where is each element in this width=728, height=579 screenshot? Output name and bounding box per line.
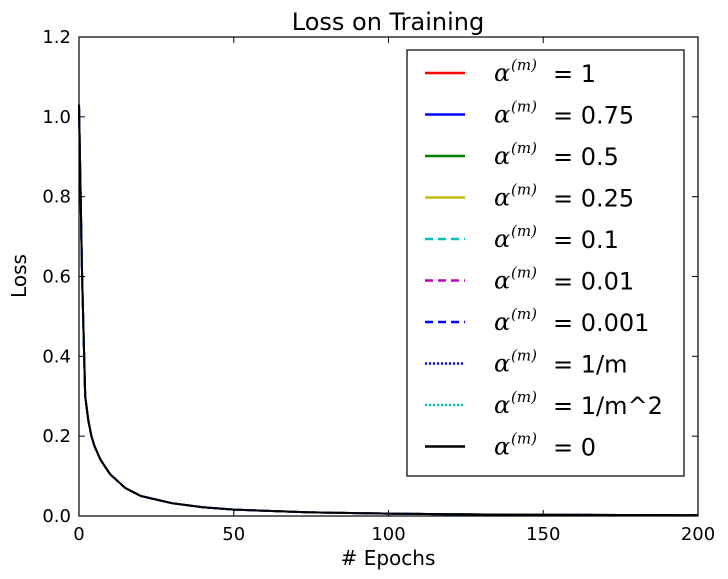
x-tick-label: 200 — [681, 524, 715, 545]
legend-entry-name: = 0.75 — [553, 102, 634, 130]
y-tick-label: 0.6 — [42, 267, 71, 288]
x-tick-label: 100 — [371, 524, 405, 545]
legend-label: α (m) = 1 — [494, 56, 596, 88]
legend-entry-name: = 1 — [553, 60, 596, 88]
legend-label: α (m) = 1/m — [494, 347, 627, 379]
legend-alpha: α — [494, 225, 510, 253]
legend-label: α (m) = 0.1 — [494, 222, 619, 254]
legend-entry-name: = 0.25 — [553, 185, 634, 213]
y-tick-label: 1.2 — [42, 27, 71, 48]
series-line-9 — [78, 104, 699, 517]
legend: α (m) = 1α (m) = 0.75α (m) = 0.5α (m) = 0.25α (m)… — [406, 49, 685, 477]
legend-entry-name: = 0.1 — [553, 226, 619, 254]
y-tick-label: 1.0 — [42, 107, 71, 128]
y-tick-label: 0.0 — [42, 506, 71, 527]
legend-superscript: (m) — [511, 98, 537, 116]
x-tick-label: 150 — [526, 524, 560, 545]
legend-alpha: α — [494, 184, 510, 212]
axis-ticks: 0 50 100 150 200 0.0 0.2 0.4 0.6 0.8 1.0 1.2 — [42, 27, 715, 545]
legend-entry-name: = 0.001 — [553, 309, 649, 337]
legend-label: α (m) = 0.01 — [494, 264, 634, 296]
legend-alpha: α — [494, 101, 510, 129]
legend-entry-name: = 0.5 — [553, 143, 619, 171]
legend-entry-name: = 1/m^2 — [553, 392, 663, 420]
legend-label: α (m) = 0.75 — [494, 98, 634, 130]
y-axis-label: Loss — [7, 254, 31, 298]
y-tick-label: 0.4 — [42, 346, 71, 367]
y-tick-label: 0.2 — [42, 426, 71, 447]
legend-superscript: (m) — [511, 56, 537, 74]
legend-label: α (m) = 1/m^2 — [494, 388, 663, 420]
legend-superscript: (m) — [511, 347, 537, 365]
plot-frame — [78, 36, 699, 517]
legend-superscript: (m) — [511, 430, 537, 448]
x-tick-label: 50 — [222, 524, 245, 545]
legend-alpha: α — [494, 391, 510, 419]
legend-alpha: α — [494, 308, 510, 336]
legend-superscript: (m) — [511, 139, 537, 157]
legend-alpha: α — [494, 433, 510, 461]
legend-superscript: (m) — [511, 388, 537, 406]
series-lines — [78, 104, 699, 517]
chart-title: Loss on Training — [292, 8, 485, 36]
legend-superscript: (m) — [511, 181, 537, 199]
legend-superscript: (m) — [511, 222, 537, 240]
x-tick-label: 0 — [73, 524, 84, 545]
legend-label: α (m) = 0 — [494, 430, 596, 462]
legend-alpha: α — [494, 350, 510, 378]
legend-entry-name: = 1/m — [553, 351, 627, 379]
legend-superscript: (m) — [511, 305, 537, 323]
legend-entry-name: = 0.01 — [553, 268, 634, 296]
legend-alpha: α — [494, 142, 510, 170]
legend-label: α (m) = 0.001 — [494, 305, 649, 337]
legend-entry-name: = 0 — [553, 434, 596, 462]
x-axis-label: # Epochs — [341, 546, 436, 570]
legend-alpha: α — [494, 59, 510, 87]
legend-superscript: (m) — [511, 264, 537, 282]
y-tick-label: 0.8 — [42, 187, 71, 208]
legend-alpha: α — [494, 267, 510, 295]
legend-label: α (m) = 0.5 — [494, 139, 619, 171]
legend-label: α (m) = 0.25 — [494, 181, 634, 213]
